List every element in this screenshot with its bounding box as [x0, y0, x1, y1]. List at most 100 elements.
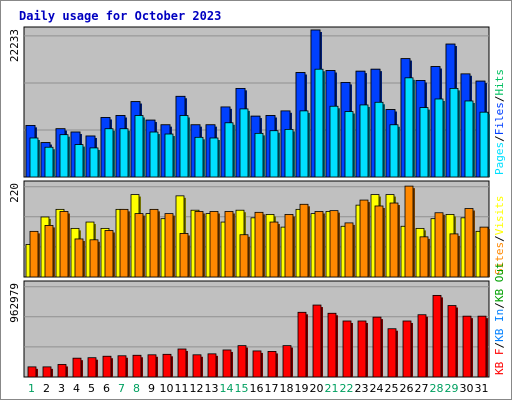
bar-pages-day-29 — [449, 88, 460, 178]
day-label-27: 27 — [415, 382, 429, 395]
day-label-6: 6 — [103, 382, 110, 395]
bar-kb-f-day-10 — [162, 353, 173, 378]
bar-pages-day-22 — [344, 111, 355, 178]
bar-kb-f-day-23 — [357, 320, 368, 378]
visits-sites-panel: 220 Sites/Visits — [8, 180, 506, 278]
bar-pages-day-4 — [74, 144, 85, 178]
bar-pages-day-1 — [29, 137, 40, 178]
bar-kb-f-day-12 — [192, 354, 203, 378]
bar-sites-day-13 — [209, 211, 220, 278]
day-label-11: 11 — [175, 382, 189, 395]
day-label-25: 25 — [385, 382, 399, 395]
y-max-label: 962979 — [8, 283, 21, 323]
legend-labels: Pages/Files/Hits — [493, 69, 506, 175]
day-label-20: 20 — [310, 382, 324, 395]
legend-label: / — [493, 135, 506, 142]
bar-kb-f-day-24 — [372, 316, 383, 378]
bar-kb-f-day-17 — [267, 351, 278, 378]
day-label-15: 15 — [235, 382, 249, 395]
bar-sites-day-26 — [404, 185, 415, 278]
bar-kb-f-day-29 — [447, 305, 458, 378]
bar-pages-day-31 — [479, 111, 490, 178]
day-label-8: 8 — [133, 382, 140, 395]
bar-sites-day-9 — [149, 208, 160, 278]
bar-kb-f-day-5 — [87, 357, 98, 378]
day-label-16: 16 — [250, 382, 264, 395]
bar-kb-f-day-1 — [27, 366, 38, 378]
bar-kb-f-day-14 — [222, 349, 233, 378]
bar-kb-f-day-30 — [462, 315, 473, 378]
bar-kb-f-day-8 — [132, 354, 143, 378]
bar-kb-f-day-31 — [477, 315, 488, 378]
bar-kb-f-day-9 — [147, 354, 158, 378]
bar-sites-day-25 — [389, 202, 400, 278]
legend-labels: KB F/KB In/KB Out — [493, 262, 506, 375]
y-max-label: 22233 — [8, 29, 21, 62]
bar-pages-day-5 — [89, 147, 100, 178]
bar-sites-day-19 — [299, 203, 310, 278]
bar-pages-day-24 — [374, 101, 385, 178]
bar-kb-f-day-19 — [297, 311, 308, 378]
bar-sites-day-10 — [164, 213, 175, 278]
chart-panels: 22233Pages/Files/Hits220Sites/Visits9629… — [8, 26, 506, 378]
bar-kb-f-day-20 — [312, 304, 323, 378]
bar-pages-day-6 — [104, 128, 115, 178]
day-label-18: 18 — [280, 382, 294, 395]
bar-sites-day-15 — [239, 234, 250, 278]
day-label-23: 23 — [355, 382, 369, 395]
kb-panel: 962979 KB F/KB In/KB Out — [8, 262, 506, 378]
bar-pages-day-25 — [389, 124, 400, 178]
day-label-22: 22 — [340, 382, 354, 395]
legend-label: KB F — [493, 349, 506, 376]
legend-label: KB Out — [493, 262, 506, 302]
bar-pages-day-18 — [284, 128, 295, 178]
day-label-17: 17 — [265, 382, 279, 395]
day-label-19: 19 — [295, 382, 309, 395]
bar-sites-day-30 — [464, 208, 475, 278]
bar-sites-day-17 — [269, 221, 280, 278]
bar-pages-day-23 — [359, 104, 370, 178]
bar-sites-day-11 — [179, 233, 190, 278]
bar-sites-day-5 — [89, 239, 100, 278]
bar-pages-day-9 — [149, 131, 160, 178]
bar-kb-f-day-11 — [177, 348, 188, 378]
bar-sites-day-29 — [449, 233, 460, 278]
legend-label: / — [493, 96, 506, 103]
bar-sites-day-2 — [44, 225, 55, 278]
bar-sites-day-23 — [359, 199, 370, 278]
bar-pages-day-27 — [419, 107, 430, 178]
bar-sites-day-24 — [374, 205, 385, 278]
day-label-24: 24 — [370, 382, 384, 395]
bar-pages-day-30 — [464, 100, 475, 178]
bar-sites-day-6 — [104, 230, 115, 278]
bar-pages-day-20 — [314, 68, 325, 178]
bar-pages-day-8 — [134, 115, 145, 178]
bar-sites-day-3 — [59, 211, 70, 278]
bar-kb-f-day-27 — [417, 314, 428, 378]
bar-sites-day-16 — [254, 211, 265, 278]
bar-kb-f-day-21 — [327, 312, 338, 378]
bar-sites-day-20 — [314, 211, 325, 278]
bar-sites-day-8 — [134, 213, 145, 278]
bar-pages-day-19 — [299, 110, 310, 178]
bar-pages-day-2 — [44, 146, 55, 178]
day-axis-labels: 1 2 3 4 5 6 7 8 9 10 11 12 13 14 15 16 17 18 19 20 21 22 23 24 2… — [28, 382, 489, 395]
legend-label: Sites — [493, 242, 506, 275]
day-label-14: 14 — [220, 382, 234, 395]
bar-kb-f-day-15 — [237, 345, 248, 378]
bar-sites-day-1 — [29, 230, 40, 278]
bar-kb-f-day-16 — [252, 350, 263, 378]
bar-kb-f-day-28 — [432, 294, 443, 378]
bar-pages-day-26 — [404, 77, 415, 178]
bar-pages-day-21 — [329, 105, 340, 178]
bar-kb-f-day-7 — [117, 355, 128, 378]
day-label-29: 29 — [445, 382, 459, 395]
bar-pages-day-17 — [269, 130, 280, 178]
legend-labels: Sites/Visits — [493, 196, 506, 276]
day-label-10: 10 — [160, 382, 174, 395]
day-label-12: 12 — [190, 382, 204, 395]
day-label-30: 30 — [460, 382, 474, 395]
day-label-4: 4 — [73, 382, 80, 395]
